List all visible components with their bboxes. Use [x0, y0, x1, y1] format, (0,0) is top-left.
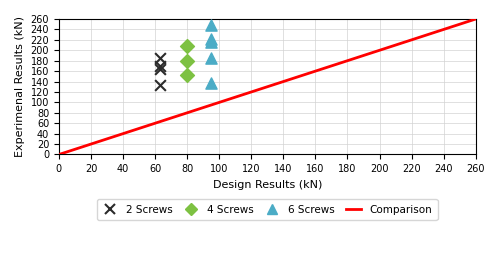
6 Screws	[207, 80, 215, 85]
4 Screws	[183, 44, 191, 48]
2 Screws	[156, 64, 164, 68]
6 Screws	[207, 23, 215, 27]
4 Screws	[183, 59, 191, 63]
2 Screws	[156, 56, 164, 60]
6 Screws	[207, 37, 215, 41]
6 Screws	[207, 40, 215, 45]
Legend: 2 Screws, 4 Screws, 6 Screws, Comparison: 2 Screws, 4 Screws, 6 Screws, Comparison	[97, 199, 438, 220]
X-axis label: Design Results (kN): Design Results (kN)	[212, 180, 322, 190]
2 Screws	[156, 83, 164, 87]
Y-axis label: Experimenal Results (kN): Experimenal Results (kN)	[15, 16, 25, 157]
4 Screws	[183, 73, 191, 77]
2 Screws	[156, 66, 164, 71]
6 Screws	[207, 56, 215, 60]
